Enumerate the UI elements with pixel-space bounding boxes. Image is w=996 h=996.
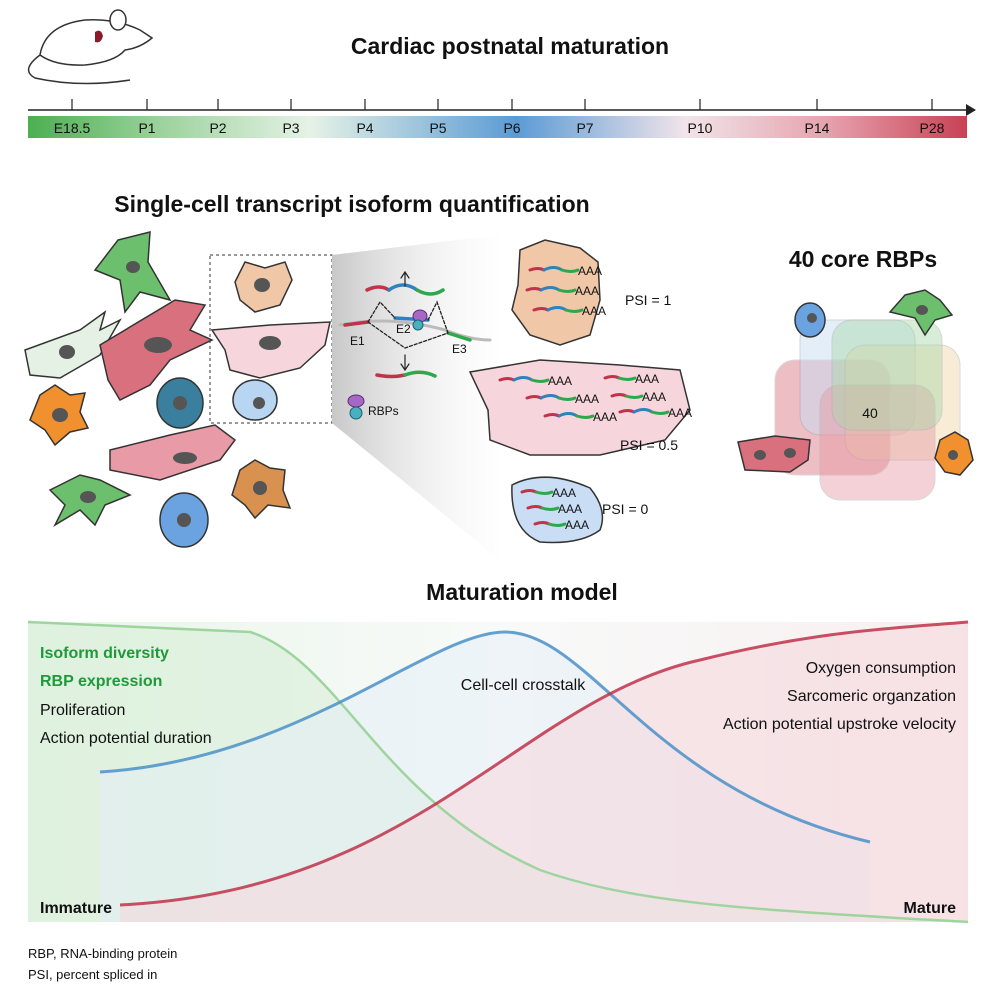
footnote: RBP, RNA-binding protein (28, 946, 177, 961)
timeline-tick-label: P7 (576, 120, 593, 136)
polya-tail: AAA (578, 264, 602, 278)
transcript (520, 489, 554, 495)
timeline-gradient-bar (28, 116, 967, 138)
selected-cells (210, 261, 331, 421)
arrow-icon (966, 104, 976, 116)
footnote: PSI, percent spliced in (28, 967, 157, 982)
rbps-title: 40 core RBPs (789, 246, 937, 272)
transcript (533, 521, 567, 527)
oxygen-label: Oxygen consumption (806, 660, 956, 677)
polya-tail: AAA (565, 518, 589, 532)
timeline-tick-label: P28 (920, 120, 945, 136)
transcript (543, 412, 595, 419)
timeline-tick-label: P5 (429, 120, 446, 136)
crosstalk-curve (99, 630, 871, 844)
polya-tail: AAA (548, 374, 572, 388)
timeline-title: Cardiac postnatal maturation (351, 33, 669, 59)
polya-tail: AAA (668, 406, 692, 420)
mature-label: Mature (904, 900, 957, 917)
rbp-icon (347, 394, 365, 408)
transcript (525, 394, 577, 401)
timeline-tick-label: P2 (209, 120, 226, 136)
timeline-tick-label: P4 (356, 120, 373, 136)
polya-tail: AAA (635, 372, 659, 386)
exon-label: E2 (396, 322, 411, 336)
polya-tail: AAA (582, 304, 606, 318)
mouse-icon (27, 9, 154, 85)
polya-tail: AAA (552, 486, 576, 500)
ap-duration-label: Action potential duration (40, 730, 212, 747)
polya-tail: AAA (642, 390, 666, 404)
venn-diagram (774, 319, 961, 501)
transcript (528, 266, 580, 273)
timeline-tick-label: P6 (503, 120, 520, 136)
transcript (603, 375, 637, 381)
polya-tail: AAA (575, 284, 599, 298)
psi-05-label: PSI = 0.5 (620, 437, 678, 453)
sarcomeric-label: Sarcomeric organzation (787, 688, 956, 705)
transcript (526, 505, 560, 511)
proliferation-label: Proliferation (40, 702, 125, 719)
quantification-title: Single-cell transcript isoform quantific… (114, 191, 589, 217)
exon-label: E3 (452, 342, 467, 356)
immature-curve (27, 620, 969, 924)
zoom-funnel (332, 235, 500, 560)
venn-center-count: 40 (862, 405, 878, 421)
rbp-legend-label: RBPs (368, 404, 399, 418)
mature-curve (119, 620, 969, 907)
transcript (610, 393, 644, 399)
psi-1-cell (511, 239, 601, 346)
polya-tail: AAA (593, 410, 617, 424)
transcript (618, 408, 670, 415)
rbp-icon (412, 319, 424, 331)
isoform-diversity-label: Isoform diversity (40, 645, 169, 662)
cell-cluster (24, 231, 292, 548)
timeline-tick-label: P10 (688, 120, 713, 136)
upstroke-label: Action potential upstroke velocity (723, 716, 956, 733)
venn-cells (737, 289, 974, 476)
timeline-tick-label: E18.5 (54, 120, 91, 136)
immature-label: Immature (40, 900, 112, 917)
psi-05-cell (468, 359, 691, 456)
transcript (525, 286, 577, 293)
exon-label: E1 (350, 334, 365, 348)
psi-1-label: PSI = 1 (625, 292, 672, 308)
psi-0-label: PSI = 0 (602, 501, 649, 517)
timeline-tick-label: P1 (138, 120, 155, 136)
crosstalk-label: Cell-cell crosstalk (461, 677, 586, 694)
timeline-tick-label: P3 (282, 120, 299, 136)
timeline-tick-label: P14 (805, 120, 830, 136)
polya-tail: AAA (558, 502, 582, 516)
model-title: Maturation model (426, 579, 618, 605)
transcript (532, 306, 584, 313)
rbp-expression-label: RBP expression (40, 673, 162, 690)
polya-tail: AAA (575, 392, 599, 406)
transcript (498, 376, 550, 383)
